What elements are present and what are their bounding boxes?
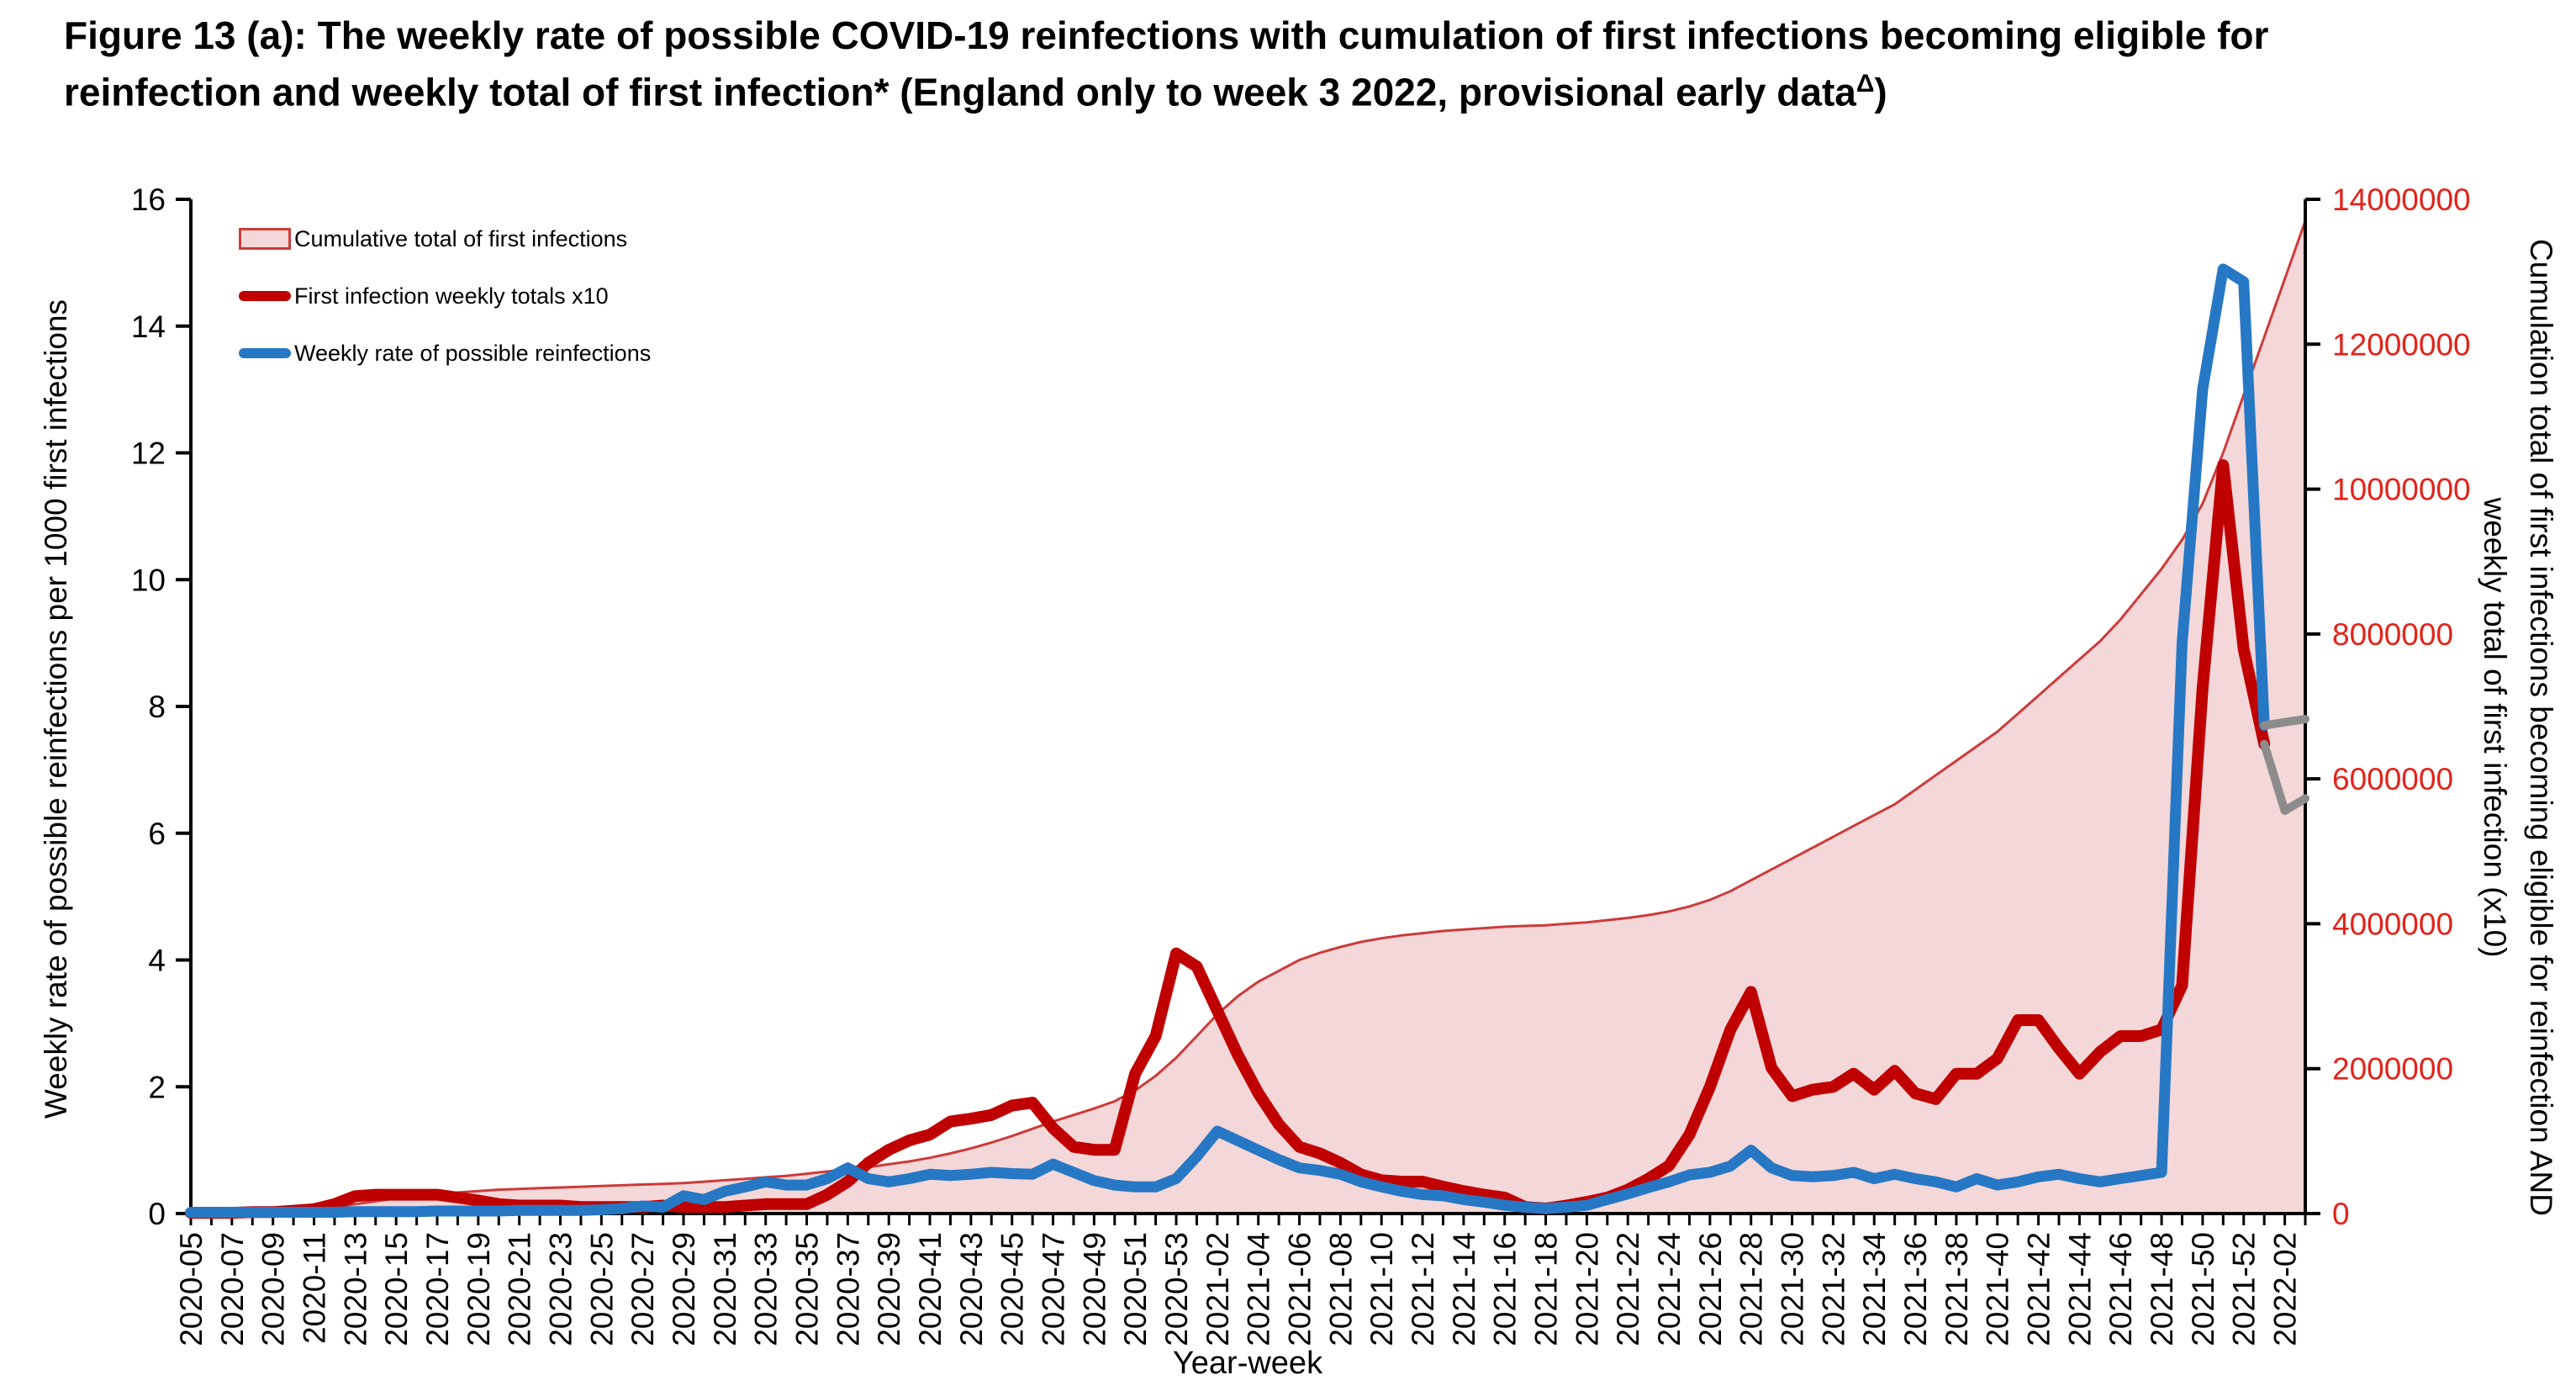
x-axis-tick-label: 2020-45 <box>995 1232 1030 1346</box>
x-axis-tick-label: 2021-06 <box>1283 1232 1317 1346</box>
x-axis-tick-label: 2021-40 <box>1981 1232 2015 1346</box>
x-axis-tick-label: 2020-51 <box>1118 1232 1153 1346</box>
x-axis-tick-label: 2020-07 <box>215 1232 250 1346</box>
x-axis-tick-label: 2021-24 <box>1652 1232 1687 1346</box>
right-axis-tick-label: 4000000 <box>2332 907 2453 941</box>
reinfection-rate-line <box>185 263 2270 1218</box>
figure-title: Figure 13 (a): The weekly rate of possib… <box>64 12 2351 116</box>
legend-red-line-swatch <box>239 291 291 301</box>
figure-title-close: ) <box>1874 70 1887 114</box>
left-axis-tick-label: 14 <box>131 309 166 344</box>
x-axis-tick-label: 2021-04 <box>1242 1232 1276 1346</box>
right-axis-tick-label: 2000000 <box>2332 1052 2453 1087</box>
x-axis-tick-label: 2020-09 <box>256 1232 291 1346</box>
left-axis-tick-label: 12 <box>131 436 166 471</box>
x-axis-tick-label: 2021-44 <box>2062 1232 2097 1346</box>
x-axis-tick-label: 2020-15 <box>379 1232 414 1346</box>
right-axis-tick-label: 8000000 <box>2332 617 2453 652</box>
x-axis-tick-label: 2020-05 <box>174 1232 209 1346</box>
x-axis-tick-label: 2020-47 <box>1037 1232 1071 1346</box>
x-axis-tick-label: 2020-53 <box>1159 1232 1194 1346</box>
legend-label: Weekly rate of possible reinfections <box>294 340 652 366</box>
x-axis-tick-label: 2020-41 <box>913 1232 948 1346</box>
x-axis-tick-label: 2021-34 <box>1857 1232 1892 1346</box>
x-axis-tick-label: 2021-46 <box>2104 1232 2138 1346</box>
x-axis-tick-label: 2020-29 <box>667 1232 701 1346</box>
x-axis-tick-label: 2021-48 <box>2145 1232 2179 1346</box>
x-axis-tick-label: 2021-22 <box>1611 1232 1645 1346</box>
figure-title-superscript: Δ <box>1855 70 1875 98</box>
reinfection-rate-line-provisional <box>2260 715 2309 730</box>
legend-item-reinfection-rate: Weekly rate of possible reinfections <box>239 325 651 382</box>
x-axis-tick-label: 2020-19 <box>462 1232 496 1346</box>
x-axis-tick-label: 2020-43 <box>954 1232 989 1346</box>
left-axis-tick-label: 6 <box>148 817 166 851</box>
x-axis-tick-label: 2020-31 <box>708 1232 742 1346</box>
x-axis-tick-label: 2021-36 <box>1898 1232 1933 1346</box>
legend-item-first-infections: First infection weekly totals x10 <box>239 267 651 325</box>
x-axis-tick-label: 2020-33 <box>749 1232 784 1346</box>
right-axis-tick-label: 12000000 <box>2332 327 2471 362</box>
legend-item-cumulative: Cumulative total of first infections <box>239 210 651 267</box>
left-axis-tick-label: 4 <box>148 944 166 978</box>
x-axis-tick-label: 2021-12 <box>1406 1232 1440 1346</box>
left-axis-tick-label: 16 <box>131 182 166 217</box>
x-axis-tick-label: 2020-11 <box>298 1232 332 1344</box>
x-axis-tick-label: 2022-02 <box>2268 1232 2303 1346</box>
x-axis-tick-label: 2020-35 <box>790 1232 825 1346</box>
x-axis-tick-label: 2020-21 <box>503 1232 537 1346</box>
legend-label: Cumulative total of first infections <box>294 225 628 251</box>
left-axis-tick-label: 8 <box>148 690 166 724</box>
figure-title-text: Figure 13 (a): The weekly rate of possib… <box>64 13 2269 114</box>
legend-area-swatch <box>239 228 291 250</box>
cumulative-area <box>191 220 2305 1214</box>
x-axis-tick-label: 2021-30 <box>1776 1232 1810 1346</box>
right-axis-tick-label: 6000000 <box>2332 762 2453 796</box>
x-axis-tick-label: 2020-49 <box>1077 1232 1111 1346</box>
first-infections-line-provisional <box>2260 739 2309 815</box>
right-axis-title-line2: weekly total of first infection (x10) <box>2478 497 2512 958</box>
left-axis-tick-label: 10 <box>131 563 166 597</box>
x-axis-tick-label: 2020-25 <box>584 1232 619 1346</box>
x-axis-tick-label: 2021-28 <box>1734 1232 1769 1346</box>
x-axis-tick-label: 2020-17 <box>420 1232 455 1346</box>
x-axis-tick-label: 2020-23 <box>544 1232 578 1346</box>
x-axis-tick-label: 2021-14 <box>1447 1232 1481 1346</box>
legend-blue-line-swatch <box>239 348 291 358</box>
legend-label: First infection weekly totals x10 <box>294 283 609 309</box>
x-axis-tick-label: 2020-39 <box>872 1232 906 1346</box>
x-axis-tick-label: 2020-13 <box>338 1232 372 1346</box>
x-axis-tick-label: 2021-50 <box>2186 1232 2220 1346</box>
chart-legend: Cumulative total of first infections Fir… <box>239 210 651 382</box>
x-axis-tick-label: 2021-18 <box>1529 1232 1564 1346</box>
x-axis-tick-label: 2021-02 <box>1201 1232 1235 1346</box>
x-axis-tick-label: 2021-20 <box>1570 1232 1604 1346</box>
x-axis-tick-label: 2020-27 <box>626 1232 660 1346</box>
right-axis-tick-label: 0 <box>2332 1197 2350 1231</box>
right-axis-tick-label: 14000000 <box>2332 182 2471 217</box>
left-axis-tick-label: 0 <box>148 1197 166 1231</box>
x-axis-tick-label: 2021-32 <box>1816 1232 1850 1346</box>
right-axis-title: Cumulation total of first infections bec… <box>2472 168 2564 1287</box>
x-axis-tick-label: 2021-08 <box>1323 1232 1358 1346</box>
x-axis-title: Year-week <box>1172 1346 1323 1381</box>
x-axis-tick-label: 2020-37 <box>831 1232 865 1346</box>
x-axis-tick-label: 2021-10 <box>1365 1232 1399 1346</box>
right-axis-title-line1: Cumulation total of first infections bec… <box>2524 239 2558 1216</box>
cumulative-area-border <box>191 220 2307 1214</box>
x-axis-tick-label: 2021-52 <box>2227 1232 2262 1346</box>
x-axis-tick-label: 2021-38 <box>1940 1232 1974 1346</box>
left-axis-title: Weekly rate of possible reinfections per… <box>39 299 73 1119</box>
left-axis-tick-label: 2 <box>148 1070 166 1104</box>
right-axis-tick-label: 10000000 <box>2332 473 2471 507</box>
x-axis-tick-label: 2021-16 <box>1488 1232 1523 1346</box>
x-axis-tick-label: 2021-26 <box>1693 1232 1728 1346</box>
x-axis-tick-label: 2021-42 <box>2022 1232 2056 1346</box>
